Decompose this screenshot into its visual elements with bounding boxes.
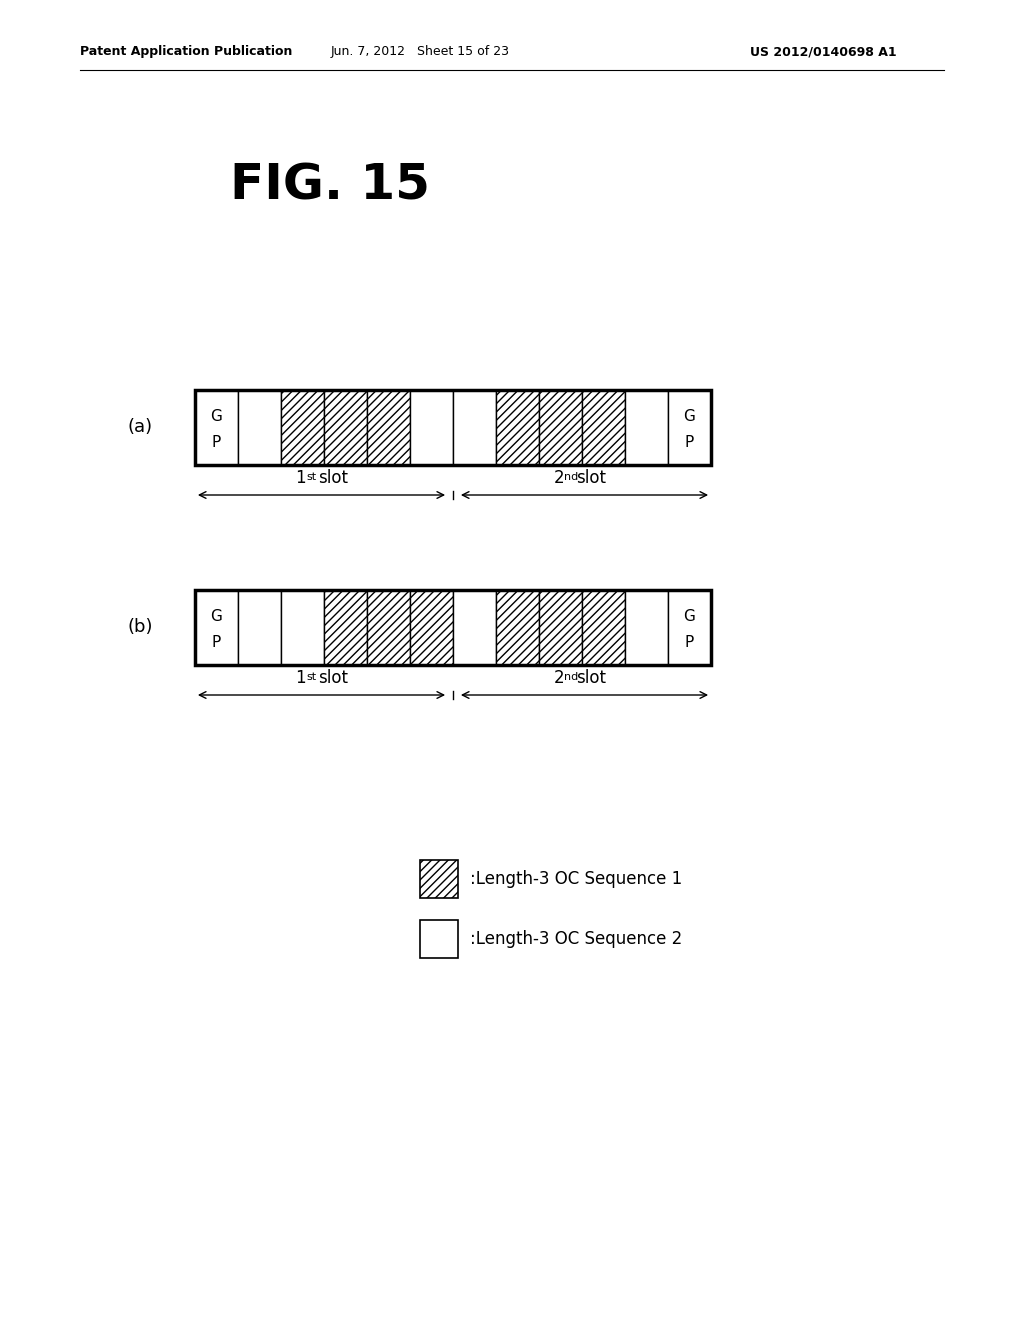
Bar	[410, 389, 453, 465]
Text: G: G	[211, 409, 222, 424]
Bar	[582, 590, 625, 665]
Bar	[195, 389, 238, 465]
Text: slot: slot	[318, 469, 348, 487]
Text: P: P	[212, 635, 221, 649]
Text: nd: nd	[564, 473, 579, 482]
Bar	[668, 389, 711, 465]
Bar	[410, 590, 453, 665]
Bar	[324, 590, 367, 665]
Bar	[195, 590, 238, 665]
Text: slot: slot	[318, 669, 348, 686]
Text: FIG. 15: FIG. 15	[230, 161, 430, 209]
Bar	[496, 389, 539, 465]
Text: 1: 1	[295, 469, 306, 487]
Text: nd: nd	[564, 672, 579, 682]
Text: Patent Application Publication: Patent Application Publication	[80, 45, 293, 58]
Text: (a): (a)	[127, 418, 153, 437]
Bar	[238, 590, 281, 665]
Text: 2: 2	[553, 469, 564, 487]
Bar	[453, 389, 496, 465]
Bar	[367, 389, 410, 465]
Text: G: G	[211, 609, 222, 624]
Bar	[195, 590, 711, 665]
Bar	[668, 590, 711, 665]
Bar	[539, 389, 582, 465]
Text: P: P	[685, 436, 694, 450]
Bar	[281, 590, 324, 665]
Text: (b): (b)	[127, 619, 153, 636]
Bar	[496, 590, 539, 665]
Bar	[195, 389, 711, 465]
Bar	[420, 920, 458, 958]
Bar	[625, 389, 668, 465]
Text: 1: 1	[295, 669, 306, 686]
Text: P: P	[212, 436, 221, 450]
Text: :Length-3 OC Sequence 2: :Length-3 OC Sequence 2	[470, 931, 682, 948]
Bar	[367, 590, 410, 665]
Bar	[539, 590, 582, 665]
Bar	[420, 861, 458, 898]
Bar	[625, 590, 668, 665]
Text: slot: slot	[575, 469, 606, 487]
Text: US 2012/0140698 A1: US 2012/0140698 A1	[750, 45, 897, 58]
Text: G: G	[684, 409, 695, 424]
Bar	[582, 389, 625, 465]
Bar	[453, 590, 496, 665]
Text: st: st	[306, 473, 316, 482]
Bar	[281, 389, 324, 465]
Text: 2: 2	[553, 669, 564, 686]
Text: slot: slot	[575, 669, 606, 686]
Text: P: P	[685, 635, 694, 649]
Text: G: G	[684, 609, 695, 624]
Bar	[238, 389, 281, 465]
Text: :Length-3 OC Sequence 1: :Length-3 OC Sequence 1	[470, 870, 682, 888]
Bar	[324, 389, 367, 465]
Text: Jun. 7, 2012   Sheet 15 of 23: Jun. 7, 2012 Sheet 15 of 23	[331, 45, 510, 58]
Text: st: st	[306, 672, 316, 682]
